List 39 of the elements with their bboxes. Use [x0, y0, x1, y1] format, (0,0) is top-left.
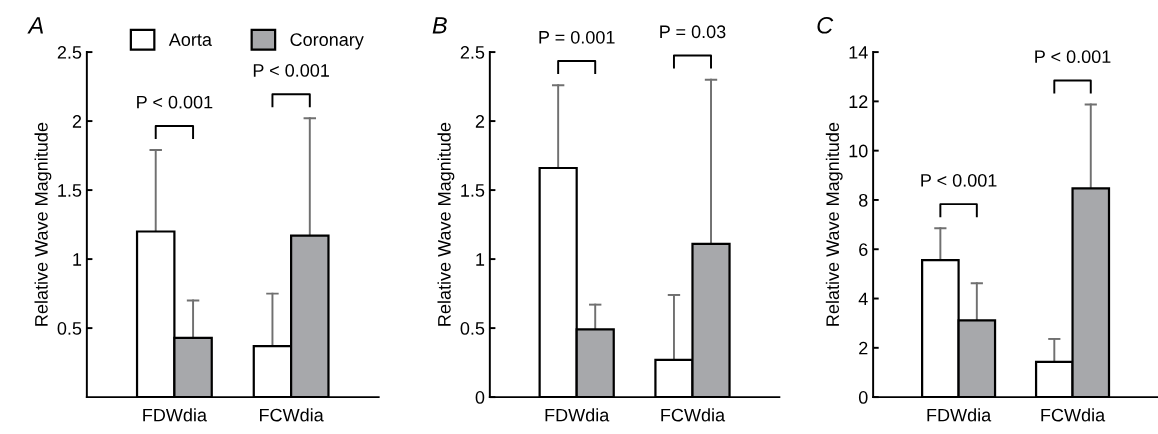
y-tick-label: 14: [849, 46, 868, 59]
y-tick-label: 2.5: [57, 46, 82, 59]
y-tick-label: 8: [859, 193, 868, 207]
y-tick-label: 0.5: [57, 322, 82, 335]
annotation: P < 0.001: [137, 95, 213, 109]
text: P = 0.03: [660, 25, 726, 39]
y-tick-label: 1.5: [58, 184, 82, 197]
chart-title: C: [817, 16, 834, 34]
x-tick-label: FDWdia: [927, 408, 992, 422]
x-tick-label: FCWdia: [1041, 408, 1106, 422]
y-tick-label: 10: [849, 144, 868, 158]
y-tick-label: 0: [475, 391, 485, 404]
y-tick-label: 0: [858, 391, 868, 404]
y-tick-label: 2: [475, 115, 485, 128]
annotation: P < 0.001: [253, 64, 329, 77]
chart-title: B: [432, 17, 447, 34]
legend-label: Aorta: [168, 33, 212, 47]
y-tick-label: 0.5: [460, 322, 485, 335]
y-tick-label: 6: [859, 243, 868, 256]
y-tick-label: 1: [73, 253, 82, 266]
x-tick-label: FCWdia: [260, 408, 324, 422]
x-tick-label: FDWdia: [143, 408, 207, 422]
text: P = 0.001: [539, 30, 615, 44]
annotation: P < 0.001: [921, 173, 997, 187]
chart-title: A: [27, 17, 43, 34]
y-tick-label: 4: [858, 292, 868, 306]
y-tick-label: 2: [72, 115, 82, 128]
y-tick-label: 1: [476, 253, 485, 266]
y-axis-title: Relative Wave Magnitude: [34, 122, 52, 326]
y-axis-title: Relative Wave Magnitude: [437, 122, 455, 326]
y-tick-label: 1.5: [461, 184, 485, 197]
legend-label: Coronary: [290, 33, 364, 50]
x-tick-label: FCWdia: [661, 408, 726, 422]
y-tick-label: 12: [849, 95, 868, 108]
y-tick-label: 2.5: [460, 46, 485, 59]
annotation: P < 0.001: [1035, 50, 1111, 64]
y-tick-label: 2: [859, 341, 868, 355]
y-axis-title: Relative Wave Magnitude: [825, 122, 843, 326]
x-tick-label: FDWdia: [545, 408, 610, 422]
